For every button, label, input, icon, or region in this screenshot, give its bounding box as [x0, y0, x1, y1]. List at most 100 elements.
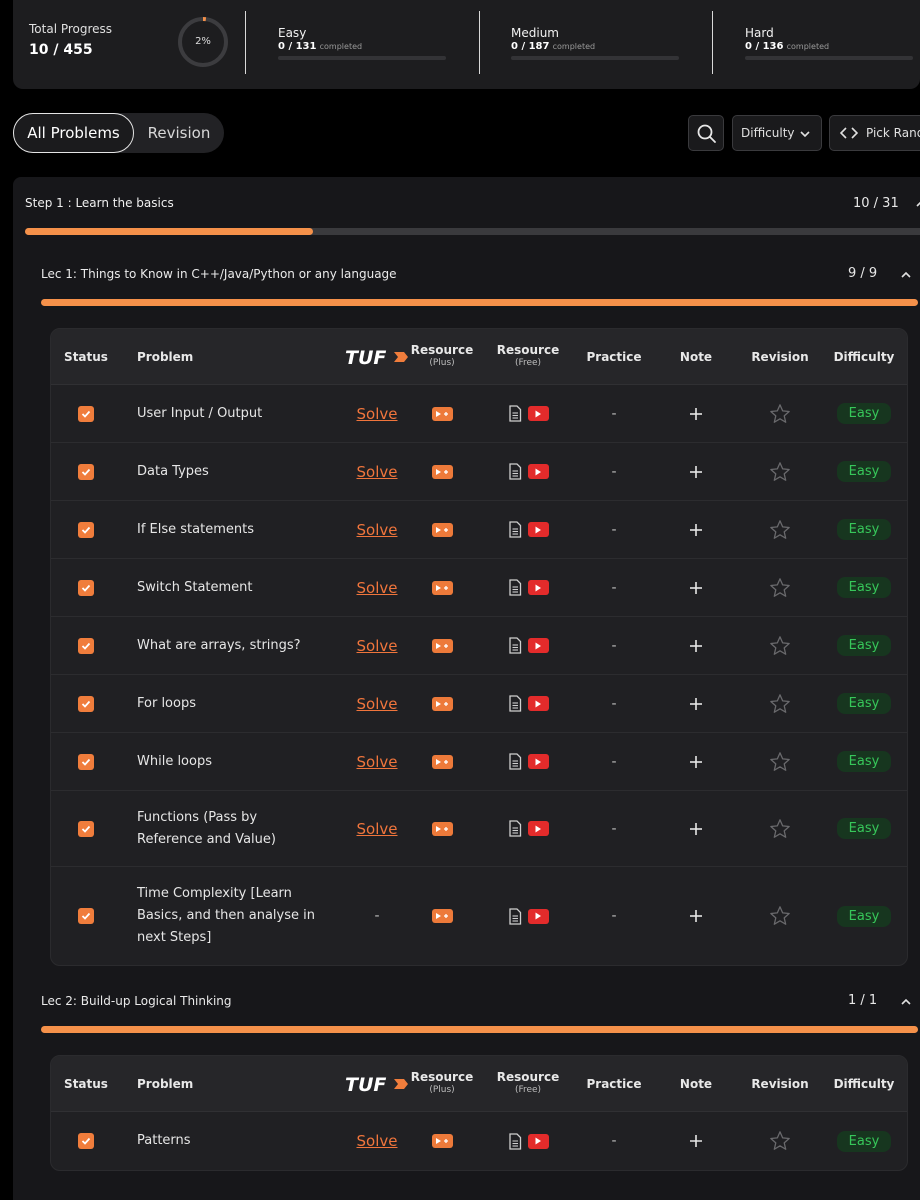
- plus-video-icon[interactable]: [431, 909, 453, 923]
- article-icon[interactable]: [508, 521, 522, 538]
- table-row: What are arrays, strings? Solve -: [51, 617, 907, 675]
- youtube-icon[interactable]: [527, 580, 549, 595]
- solve-link[interactable]: Solve: [356, 1132, 398, 1150]
- article-icon[interactable]: [508, 695, 522, 712]
- article-icon[interactable]: [508, 463, 522, 480]
- header-problem: Problem: [137, 1076, 194, 1091]
- pick-random-button[interactable]: Pick Random: [829, 115, 920, 151]
- status-checkbox[interactable]: [78, 521, 94, 538]
- practice-value: -: [611, 753, 617, 770]
- problem-name: If Else statements: [137, 521, 254, 537]
- plus-video-icon[interactable]: [431, 1134, 453, 1148]
- star-icon[interactable]: [769, 693, 791, 715]
- easy-suffix: completed: [319, 42, 363, 51]
- progress-percent: 2%: [195, 36, 211, 47]
- plus-video-icon[interactable]: [431, 464, 453, 479]
- add-note-icon[interactable]: [689, 523, 703, 537]
- add-note-icon[interactable]: [689, 581, 703, 595]
- svg-text:TUF: TUF: [345, 347, 386, 368]
- plus-video-icon[interactable]: [431, 522, 453, 537]
- youtube-icon[interactable]: [527, 754, 549, 769]
- plus-video-icon[interactable]: [431, 580, 453, 595]
- lec1-title[interactable]: Lec 1: Things to Know in C++/Java/Python…: [41, 267, 397, 281]
- star-icon[interactable]: [769, 577, 791, 599]
- star-icon[interactable]: [769, 519, 791, 541]
- search-button[interactable]: [688, 115, 724, 151]
- status-checkbox[interactable]: [78, 1133, 94, 1149]
- divider: [712, 11, 713, 74]
- add-note-icon[interactable]: [689, 697, 703, 711]
- youtube-icon[interactable]: [527, 1133, 549, 1149]
- lec2-title[interactable]: Lec 2: Build-up Logical Thinking: [41, 994, 232, 1008]
- add-note-icon[interactable]: [689, 465, 703, 479]
- star-icon[interactable]: [769, 403, 791, 425]
- lec2-progress-bar: [41, 1026, 918, 1033]
- difficulty-dropdown[interactable]: Difficulty: [732, 115, 822, 151]
- practice-value: -: [611, 579, 617, 596]
- youtube-icon[interactable]: [527, 696, 549, 711]
- plus-video-icon[interactable]: [431, 638, 453, 653]
- table-row: While loops Solve -: [51, 733, 907, 791]
- star-icon[interactable]: [769, 1130, 791, 1152]
- solve-link[interactable]: Solve: [356, 819, 398, 838]
- hard-label: Hard: [745, 26, 774, 40]
- article-icon[interactable]: [508, 907, 522, 925]
- solve-link[interactable]: Solve: [356, 578, 398, 597]
- solve-link[interactable]: Solve: [356, 752, 398, 771]
- youtube-icon[interactable]: [527, 406, 549, 421]
- solve-link[interactable]: Solve: [356, 636, 398, 655]
- add-note-icon[interactable]: [689, 755, 703, 769]
- status-checkbox[interactable]: [78, 579, 94, 596]
- chevron-up-icon[interactable]: [900, 997, 912, 1007]
- article-icon[interactable]: [508, 637, 522, 654]
- chevron-up-icon[interactable]: [900, 270, 912, 280]
- header-resource-free: Resource (Free): [496, 1070, 560, 1096]
- status-checkbox[interactable]: [78, 695, 94, 712]
- plus-video-icon[interactable]: [431, 696, 453, 711]
- article-icon[interactable]: [508, 1132, 522, 1150]
- star-icon[interactable]: [769, 635, 791, 657]
- star-icon[interactable]: [769, 461, 791, 483]
- solve-link[interactable]: Solve: [356, 520, 398, 539]
- search-icon: [697, 124, 716, 143]
- article-icon[interactable]: [508, 820, 522, 837]
- star-icon[interactable]: [769, 751, 791, 773]
- plus-video-icon[interactable]: [431, 821, 453, 836]
- add-note-icon[interactable]: [689, 639, 703, 653]
- step-progress-fill: [25, 228, 313, 235]
- total-progress: Total Progress 10 / 455: [29, 22, 112, 58]
- header-revision: Revision: [751, 349, 809, 364]
- article-icon[interactable]: [508, 579, 522, 596]
- status-checkbox[interactable]: [78, 753, 94, 770]
- status-checkbox[interactable]: [78, 820, 94, 837]
- youtube-icon[interactable]: [527, 821, 549, 836]
- add-note-icon[interactable]: [689, 407, 703, 421]
- solve-link[interactable]: Solve: [356, 404, 398, 423]
- status-checkbox[interactable]: [78, 637, 94, 654]
- status-checkbox[interactable]: [78, 463, 94, 480]
- youtube-icon[interactable]: [527, 522, 549, 537]
- practice-value: -: [611, 521, 617, 538]
- youtube-icon[interactable]: [527, 464, 549, 479]
- article-icon[interactable]: [508, 405, 522, 422]
- divider: [479, 11, 480, 74]
- solve-link[interactable]: Solve: [356, 462, 398, 481]
- add-note-icon[interactable]: [689, 1134, 703, 1148]
- step-title[interactable]: Step 1 : Learn the basics: [25, 196, 174, 210]
- table-row: For loops Solve -: [51, 675, 907, 733]
- youtube-icon[interactable]: [527, 638, 549, 653]
- tab-revision[interactable]: Revision: [147, 124, 211, 142]
- plus-video-icon[interactable]: [431, 754, 453, 769]
- solve-link[interactable]: Solve: [356, 694, 398, 713]
- youtube-icon[interactable]: [527, 908, 549, 924]
- plus-video-icon[interactable]: [431, 406, 453, 421]
- status-checkbox[interactable]: [78, 405, 94, 422]
- status-checkbox[interactable]: [78, 908, 94, 924]
- add-note-icon[interactable]: [689, 822, 703, 836]
- tab-all-problems[interactable]: All Problems: [13, 113, 134, 153]
- star-icon[interactable]: [769, 818, 791, 840]
- star-icon[interactable]: [769, 905, 791, 927]
- add-note-icon[interactable]: [689, 909, 703, 923]
- chevron-up-icon[interactable]: [915, 199, 920, 209]
- article-icon[interactable]: [508, 753, 522, 770]
